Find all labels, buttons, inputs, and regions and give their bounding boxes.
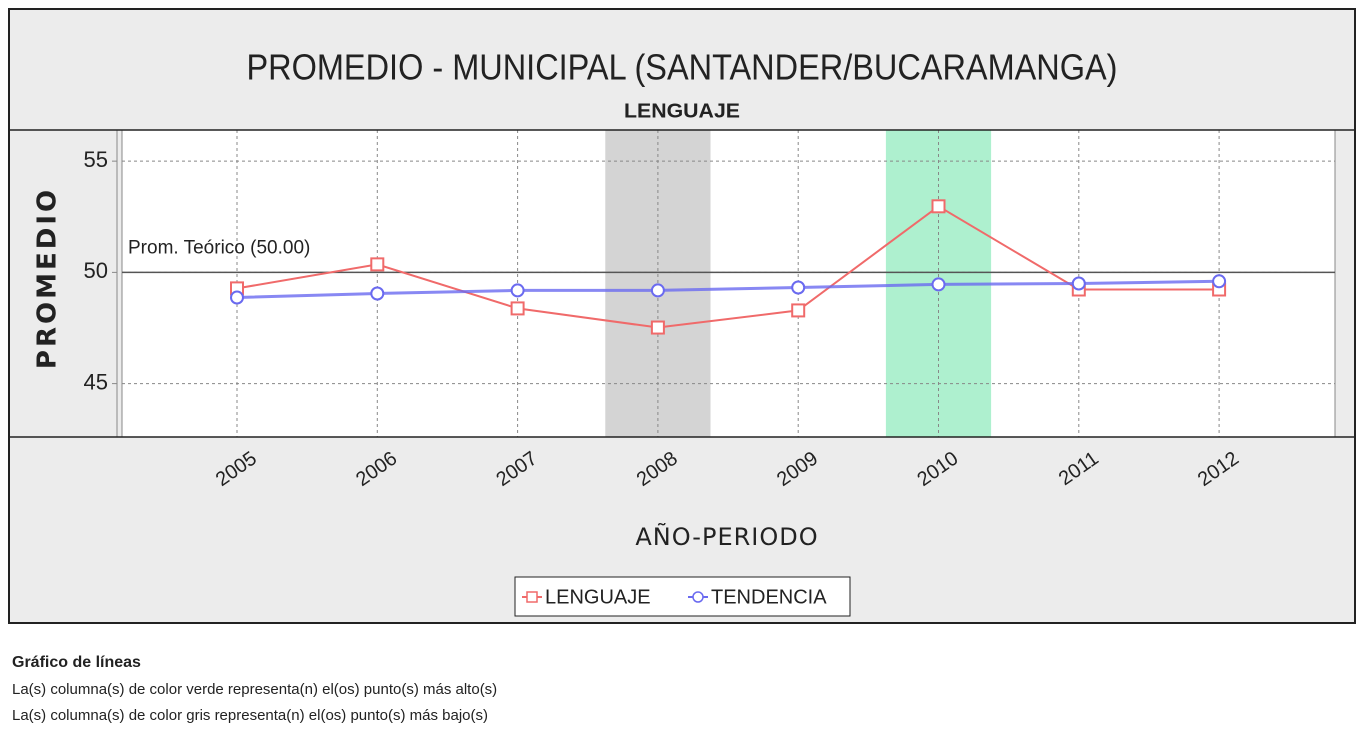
- x-axis-label: AÑO-PERIODO: [635, 521, 818, 551]
- legend-label: LENGUAJE: [545, 586, 651, 608]
- marker: [370, 286, 385, 301]
- marker: [510, 283, 525, 298]
- series-line: [236, 279, 1220, 300]
- series-line: [236, 205, 1220, 329]
- marker: [1212, 274, 1227, 289]
- marker: [370, 257, 385, 272]
- reference-label: Prom. Teórico (50.00): [128, 237, 310, 258]
- legend-marker: [526, 591, 538, 603]
- y-tick-label: 55: [84, 147, 108, 172]
- note-heading: Gráfico de líneas: [12, 654, 141, 671]
- note-line: La(s) columna(s) de color gris represent…: [12, 707, 488, 724]
- note-line: La(s) columna(s) de color verde represen…: [12, 681, 497, 698]
- marker: [650, 283, 665, 298]
- legend: [514, 576, 851, 617]
- legend-items: LENGUAJE TENDENCIA: [522, 586, 827, 608]
- marker: [230, 290, 244, 305]
- marker: [510, 301, 525, 316]
- legend-marker: [692, 591, 704, 603]
- y-tick-label: 50: [84, 258, 108, 283]
- marker: [791, 280, 806, 295]
- marker: [931, 277, 946, 292]
- marker: [1071, 276, 1086, 291]
- legend-label: TENDENCIA: [711, 586, 827, 608]
- marker: [650, 320, 665, 335]
- chart-title: PROMEDIO - MUNICIPAL (SANTANDER/BUCARAMA…: [247, 47, 1118, 88]
- marker: [791, 303, 806, 318]
- marker: [931, 199, 946, 214]
- y-axis-label: PROMEDIO: [33, 187, 63, 369]
- y-tick-label: 45: [84, 369, 108, 394]
- chart-subtitle: LENGUAJE: [624, 100, 740, 122]
